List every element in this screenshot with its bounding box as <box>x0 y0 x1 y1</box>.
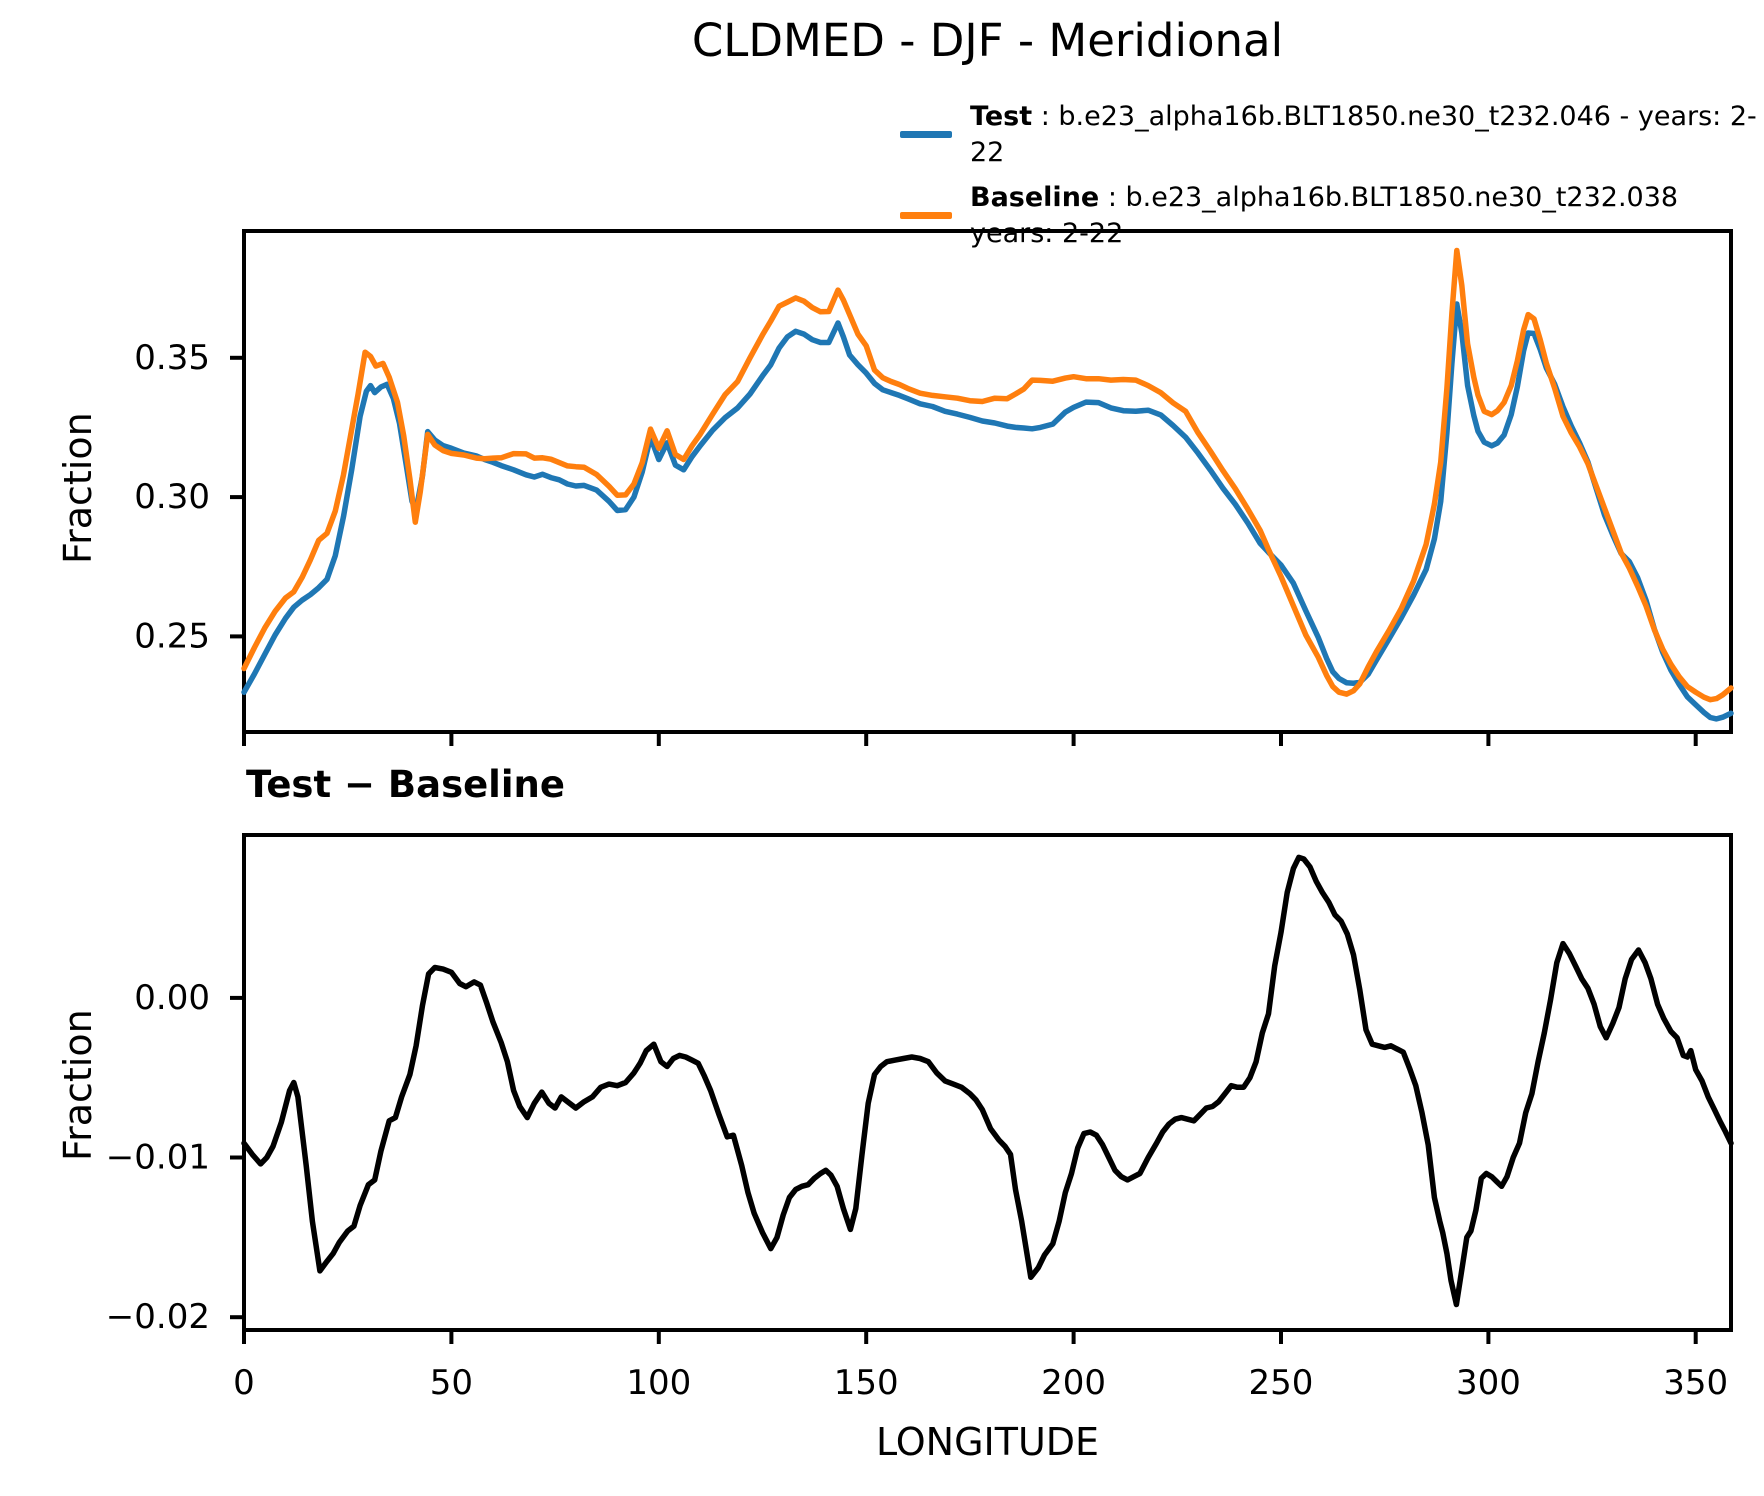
x-tick-label: 150 <box>834 1363 899 1403</box>
x-axis-label: LONGITUDE <box>875 1420 1100 1464</box>
series-line-test <box>241 301 1734 722</box>
legend-label-baseline-line2: years: 2-22 <box>970 217 1124 249</box>
legend-label-baseline: Baseline : b.e23_alpha16b.BLT1850.ne30_t… <box>970 182 1679 249</box>
legend-line-test-icon <box>900 131 952 139</box>
plot-frame-bottom <box>242 833 1733 1332</box>
legend-item-test: Test : b.e23_alpha16b.BLT1850.ne30_t232.… <box>900 99 1764 170</box>
plot-frame-top <box>242 229 1733 734</box>
y-tick-label: −0.02 <box>106 1297 210 1337</box>
y-tick-label: 0.00 <box>134 978 210 1018</box>
x-tick-label: 50 <box>430 1363 473 1403</box>
y-tick-label: −0.01 <box>106 1138 210 1178</box>
series-line-baseline <box>241 247 1734 703</box>
x-tick-label: 300 <box>1456 1363 1521 1403</box>
figure-title: CLDMED - DJF - Meridional <box>691 14 1284 67</box>
bottom-y-axis-label: Fraction <box>56 1009 100 1161</box>
x-tick-label: 0 <box>233 1363 255 1403</box>
legend-label-test: Test : b.e23_alpha16b.BLT1850.ne30_t232.… <box>970 101 1757 168</box>
x-tick-label: 200 <box>1041 1363 1106 1403</box>
series-line-test-baseline <box>241 854 1734 1308</box>
x-tick-label: 350 <box>1663 1363 1728 1403</box>
legend: Test : b.e23_alpha16b.BLT1850.ne30_t232.… <box>900 99 1764 252</box>
y-tick-label: 0.35 <box>134 338 210 378</box>
y-tick-label: 0.30 <box>134 477 210 517</box>
bottom-panel-subtitle: Test − Baseline <box>246 763 565 806</box>
x-tick-label: 250 <box>1249 1363 1314 1403</box>
legend-line-baseline-icon <box>900 212 952 220</box>
legend-item-baseline: Baseline : b.e23_alpha16b.BLT1850.ne30_t… <box>900 180 1764 251</box>
top-y-axis-label: Fraction <box>56 412 100 564</box>
y-tick-label: 0.25 <box>134 616 210 656</box>
x-tick-label: 100 <box>626 1363 691 1403</box>
